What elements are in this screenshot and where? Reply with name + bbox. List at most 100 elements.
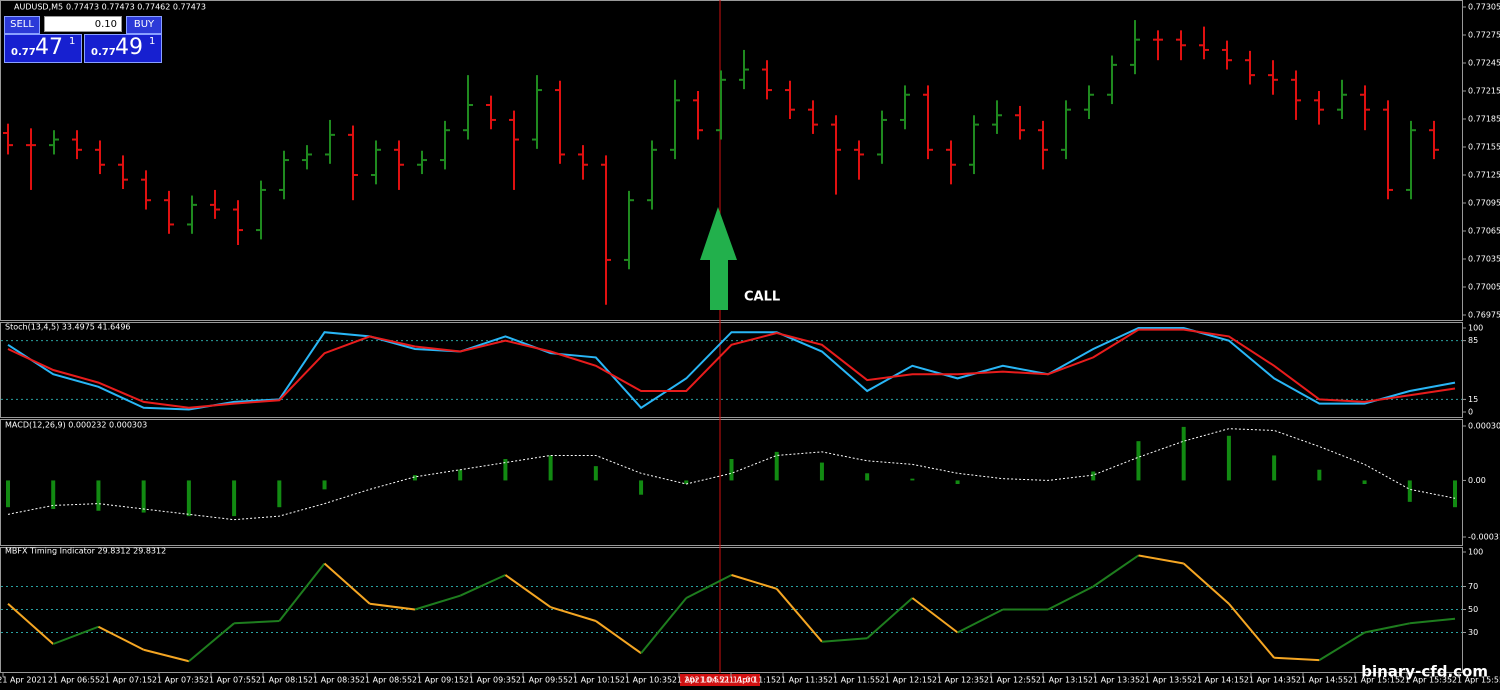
y-tick-label: 100 [1468,548,1483,557]
macd-bar [1453,480,1457,508]
macd-bar [865,473,870,481]
x-tick-label: 21 Apr 07:15 [100,676,152,685]
macd-bar [774,451,779,481]
macd-bar [955,480,960,484]
y-tick-label: 0.77095 [1468,199,1500,208]
y-tick-label: -0.000317 [1468,533,1500,542]
cursor-label: 2021.04.21 11:00 [684,676,755,685]
mbfx-segment [414,594,461,611]
symbol: AUDUSD,M5 [14,3,63,12]
trade-panel: SELL 0.10 BUY 0.77 47 1 0.77 49 1 [4,15,162,63]
mbfx-segment [685,574,732,599]
macd-bar [503,459,508,481]
y-tick-label: 0.77275 [1468,31,1500,40]
x-tick-label: 21 Apr 06:55 [48,676,100,685]
mbfx-segment [821,637,868,643]
y-tick-label: 0.77185 [1468,115,1500,124]
macd-bar [96,480,101,511]
y-tick-label: 70 [1468,582,1478,591]
quote: 0.77473 0.77473 0.77462 0.77473 [66,3,206,12]
macd-bar [639,480,644,495]
cursor-label-bg [680,674,760,686]
buy-price[interactable]: 0.77 49 1 [84,34,162,63]
macd-bar [1317,469,1322,481]
macd-bar [1181,426,1186,481]
y-tick-label: 0.77035 [1468,255,1500,264]
y-tick-label: 0.77155 [1468,143,1500,152]
macd-bar [277,480,282,508]
macd-bar [593,466,598,481]
sell-big: 47 [35,35,63,60]
x-tick-label: 21 Apr 14:55 [1296,676,1348,685]
macd-bar [412,475,417,481]
x-tick-label: 21 Apr 08:35 [308,676,360,685]
sell-price[interactable]: 0.77 47 1 [4,34,82,63]
macd-bar [548,455,553,481]
panel-title: MACD(12,26,9) 0.000232 0.000303 [5,421,147,430]
macd-bar [1272,455,1277,481]
x-tick-label: 21 Apr 12:55 [984,676,1036,685]
mbfx-segment [1092,554,1140,588]
panel-title: MBFX Timing Indicator 29.8312 29.8312 [5,547,166,556]
x-tick-label: 21 Apr 09:55 [516,676,568,685]
x-tick-label: 21 Apr 14:35 [1244,676,1296,685]
x-tick-label: 21 Apr 12:15 [880,676,932,685]
macd-bar [1091,471,1096,481]
macd-bar [51,480,56,509]
y-tick-label: 100 [1468,324,1483,333]
call-label: CALL [744,290,780,305]
macd-bar [6,480,10,508]
x-tick-label: 21 Apr 11:15 [724,676,776,685]
macd-bar [1226,435,1231,481]
x-tick-label: 21 Apr 15:35 [1400,676,1452,685]
mbfx-segment [595,620,642,655]
x-tick-label: 21 Apr 07:55 [204,676,256,685]
x-tick-label: 21 Apr 2021 [0,676,47,685]
macd-bar [458,469,463,481]
x-tick-label: 21 Apr 07:35 [152,676,204,685]
y-tick-label: 0.77245 [1468,59,1500,68]
mbfx-segment [234,620,280,625]
mbfx-segment [7,603,54,645]
buy-prefix: 0.77 [91,47,116,58]
mbfx-segment [775,588,823,643]
x-tick-label: 21 Apr 08:55 [360,676,412,685]
y-tick-label: 0.77005 [1468,283,1500,292]
mbfx-segment [143,648,190,663]
mbfx-segment [1138,554,1184,565]
x-tick-label: 21 Apr 08:15 [256,676,308,685]
macd-bar [322,480,327,490]
macd-bar [684,480,689,484]
lot-size[interactable]: 0.10 [44,16,122,32]
y-tick-label: 0.77305 [1468,3,1500,12]
mbfx-segment [1183,562,1230,605]
x-tick-label: 21 Apr 11:35 [776,676,828,685]
stoch-panel [0,322,1463,418]
mbfx-segment [1047,585,1094,611]
x-tick-label: 21 Apr 15:15 [1348,676,1400,685]
stoch-line [7,328,1456,409]
y-tick-label: 0.00 [1468,476,1486,485]
x-tick-label: 21 Apr 12:35 [932,676,984,685]
macd-bar [141,480,146,513]
mbfx-segment [459,574,506,597]
y-tick-label: 85 [1468,336,1478,345]
mbfx-segment [550,606,597,622]
buy-sup: 1 [149,36,156,47]
y-tick-label: 0.77065 [1468,227,1500,236]
mbfx-segment [97,625,145,651]
buy-big: 49 [115,35,143,60]
x-tick-label: 21 Apr 13:35 [1088,676,1140,685]
sell-button[interactable]: SELL [4,16,40,34]
y-tick-label: 0.000305 [1468,422,1500,431]
sell-prefix: 0.77 [11,47,36,58]
x-tick-label: 21 Apr 10:15 [568,676,620,685]
mbfx-segment [504,574,552,609]
macd-bar [1136,441,1141,481]
x-tick-label: 21 Apr 13:55 [1140,676,1192,685]
macd-bar [910,478,915,481]
mbfx-segment [323,562,371,605]
y-tick-label: 30 [1468,628,1478,637]
buy-button[interactable]: BUY [126,16,162,34]
